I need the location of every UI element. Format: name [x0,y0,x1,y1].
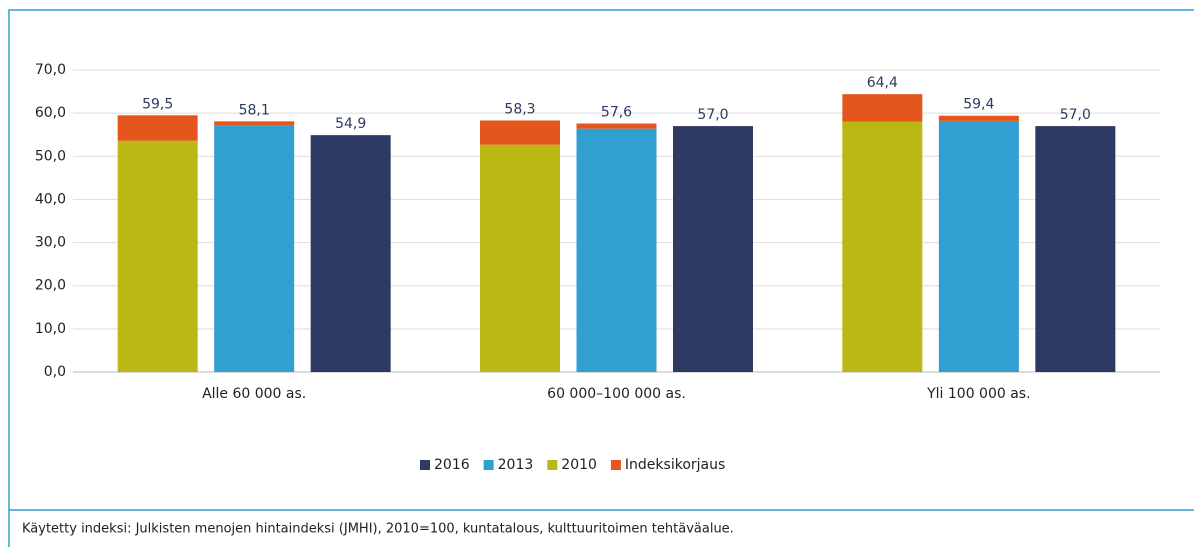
y-tick-label: 60,0 [35,105,66,121]
data-label: 58,1 [239,102,270,118]
bar [214,121,295,126]
note: Käytetty indeksi: Julkisten menojen hint… [22,522,734,537]
y-tick-label: 10,0 [35,321,66,337]
data-label: 57,6 [601,104,632,120]
bar [117,115,198,141]
y-tick-label: 30,0 [35,235,66,251]
data-label: 54,9 [335,116,366,132]
legend-swatch [420,460,430,470]
x-tick-label: Yli 100 000 as. [926,386,1030,402]
y-tick-label: 70,0 [35,62,66,78]
bar [214,125,295,372]
legend-label: 2016 [434,457,470,473]
data-label: 58,3 [504,101,535,117]
y-tick-label: 40,0 [35,191,66,207]
bar [117,140,198,372]
bar [1035,126,1116,372]
legend-swatch [547,460,558,470]
legend-label: 2010 [561,457,597,473]
bar [673,126,753,372]
y-tick-label: 20,0 [35,278,66,294]
legend-label: 2013 [498,457,534,473]
bar [480,120,560,145]
y-tick-label: 0,0 [44,364,66,380]
legend-swatch [610,460,621,470]
bar [480,144,560,372]
bar [938,115,1019,121]
bar [310,135,391,372]
bar [842,94,923,122]
bar [576,123,657,129]
data-label: 64,4 [867,75,898,91]
y-tick-label: 50,0 [35,148,66,164]
bar [938,120,1019,372]
data-label: 59,4 [963,97,994,113]
frame [8,9,1194,547]
data-label: 57,0 [697,107,728,123]
data-label: 59,5 [142,96,173,112]
bar [842,121,923,373]
x-tick-label: Alle 60 000 as. [202,386,306,402]
legend-label: Indeksikorjaus [625,457,725,473]
legend-swatch [483,460,494,470]
x-tick-label: 60 000–100 000 as. [547,386,686,402]
bar [576,128,657,372]
data-label: 57,0 [1060,107,1091,123]
